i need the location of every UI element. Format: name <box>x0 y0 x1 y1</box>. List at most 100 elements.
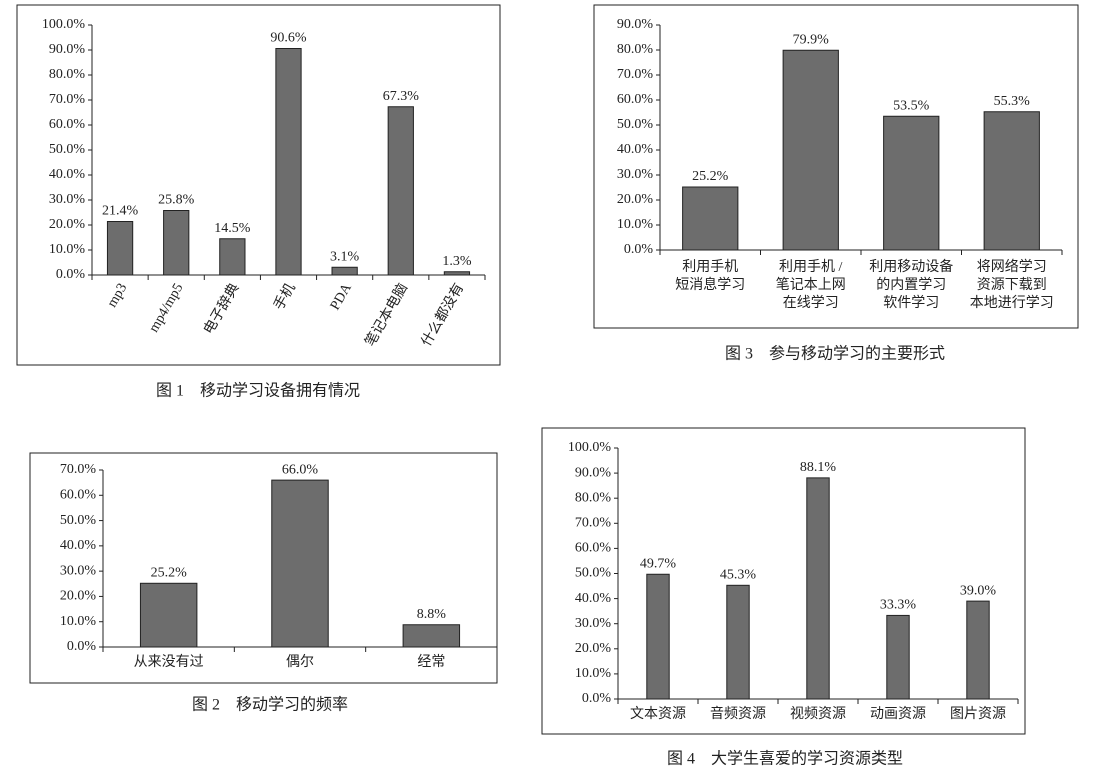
y-tick-label: 100.0% <box>568 440 612 455</box>
x-tick-label-line: 短消息学习 <box>675 276 745 293</box>
y-tick-label: 40.0% <box>60 538 97 553</box>
y-tick-label: 20.0% <box>49 217 86 232</box>
y-tick-label: 0.0% <box>624 242 654 257</box>
value-label: 90.6% <box>270 31 307 46</box>
y-tick-label: 70.0% <box>575 516 612 531</box>
chart-frame <box>16 4 501 366</box>
x-tick-label: 手机 <box>271 281 299 313</box>
x-tick-label: 利用手机短消息学习 <box>675 259 745 293</box>
value-label: 79.9% <box>793 32 830 47</box>
x-tick-label-line: 利用移动设备 <box>869 258 953 275</box>
bar <box>387 106 414 276</box>
y-tick-label: 30.0% <box>575 616 612 631</box>
bar <box>402 624 461 648</box>
value-label: 49.7% <box>640 556 677 571</box>
y-tick-label: 30.0% <box>617 167 654 182</box>
bar <box>331 266 358 276</box>
value-label: 67.3% <box>383 89 420 104</box>
y-tick-label: 80.0% <box>49 67 86 82</box>
x-tick-label: 笔记本电脑 <box>362 281 411 350</box>
x-tick-label: 文本资源 <box>630 706 686 722</box>
y-tick-label: 60.0% <box>49 117 86 132</box>
y-tick-label: 10.0% <box>60 614 97 629</box>
y-tick-label: 30.0% <box>49 192 86 207</box>
value-label: 66.0% <box>282 462 319 477</box>
bar <box>271 479 329 648</box>
bar <box>682 186 739 251</box>
value-label: 14.5% <box>214 221 251 236</box>
x-tick-label: 动画资源 <box>870 706 926 722</box>
chart-title: 图 4 大学生喜爱的学习资源类型 <box>667 750 903 768</box>
value-label: 33.3% <box>880 598 917 613</box>
x-tick-label: 音频资源 <box>710 705 766 722</box>
y-tick-label: 20.0% <box>575 641 612 656</box>
value-label: 3.1% <box>330 249 360 264</box>
x-tick-label-line: 笔记本上网 <box>776 277 846 293</box>
chart-frame <box>593 4 1079 329</box>
y-tick-label: 10.0% <box>575 666 612 681</box>
x-tick-label: 从来没有过 <box>134 654 204 670</box>
bar <box>883 115 940 251</box>
x-tick-label-line: 本地进行学习 <box>970 295 1054 311</box>
bar <box>646 573 670 700</box>
x-tick-label: 视频资源 <box>790 706 846 722</box>
x-tick-label: mp3 <box>105 281 130 310</box>
y-tick-label: 60.0% <box>575 541 612 556</box>
value-label: 8.8% <box>417 607 447 622</box>
x-tick-label-line: 利用手机 / <box>779 259 842 275</box>
x-tick-label: 经常 <box>417 654 445 670</box>
bar <box>106 221 134 276</box>
bar <box>275 48 302 276</box>
x-tick-label-line: 利用手机 <box>682 259 738 275</box>
value-label: 55.3% <box>994 94 1031 109</box>
y-tick-label: 10.0% <box>617 217 654 232</box>
y-tick-label: 10.0% <box>49 242 86 257</box>
value-label: 1.3% <box>442 254 472 269</box>
bar <box>219 238 246 276</box>
y-tick-label: 70.0% <box>49 92 86 107</box>
value-label: 25.2% <box>692 169 729 184</box>
x-tick-label: PDA <box>328 280 355 313</box>
x-tick-label-line: 将网络学习 <box>977 259 1047 275</box>
x-tick-label: 将网络学习资源下载到本地进行学习 <box>970 259 1054 311</box>
value-label: 45.3% <box>720 568 757 583</box>
bar <box>782 49 839 251</box>
y-tick-label: 50.0% <box>60 513 97 528</box>
y-tick-label: 80.0% <box>617 42 654 57</box>
bar <box>443 271 471 276</box>
chart-title: 图 3 参与移动学习的主要形式 <box>725 345 945 363</box>
y-tick-label: 0.0% <box>67 639 97 654</box>
x-tick-label-line: 软件学习 <box>883 295 939 311</box>
bar <box>983 111 1040 251</box>
y-tick-label: 50.0% <box>49 142 86 157</box>
x-tick-label: 电子辞典 <box>201 281 243 337</box>
y-tick-label: 70.0% <box>60 462 97 477</box>
x-tick-label: 利用手机 / 笔记本上网在线学习 <box>776 259 846 311</box>
chart-frame <box>541 427 1026 735</box>
x-tick-label-line: 在线学习 <box>783 295 839 311</box>
y-tick-label: 60.0% <box>60 488 97 503</box>
bar <box>139 582 198 648</box>
bar <box>886 614 910 700</box>
x-tick-label: 图片资源 <box>950 706 1006 722</box>
y-tick-label: 0.0% <box>582 691 612 706</box>
chart-title: 图 2 移动学习的频率 <box>192 696 348 714</box>
value-label: 39.0% <box>960 583 997 598</box>
value-label: 53.5% <box>893 98 930 113</box>
y-tick-label: 40.0% <box>617 142 654 157</box>
y-tick-label: 40.0% <box>49 167 86 182</box>
x-tick-label-line: 的内置学习 <box>876 277 946 293</box>
value-label: 25.8% <box>158 193 195 208</box>
chart-title: 图 1 移动学习设备拥有情况 <box>156 382 360 400</box>
value-label: 88.1% <box>800 460 837 475</box>
y-tick-label: 90.0% <box>49 42 86 57</box>
x-tick-label: 利用移动设备的内置学习软件学习 <box>869 258 953 311</box>
value-label: 25.2% <box>151 565 188 580</box>
bar <box>163 210 190 276</box>
y-tick-label: 20.0% <box>60 589 97 604</box>
x-tick-label: mp4/mp5 <box>147 281 187 335</box>
y-tick-label: 40.0% <box>575 591 612 606</box>
value-label: 21.4% <box>102 204 139 219</box>
y-tick-label: 70.0% <box>617 67 654 82</box>
